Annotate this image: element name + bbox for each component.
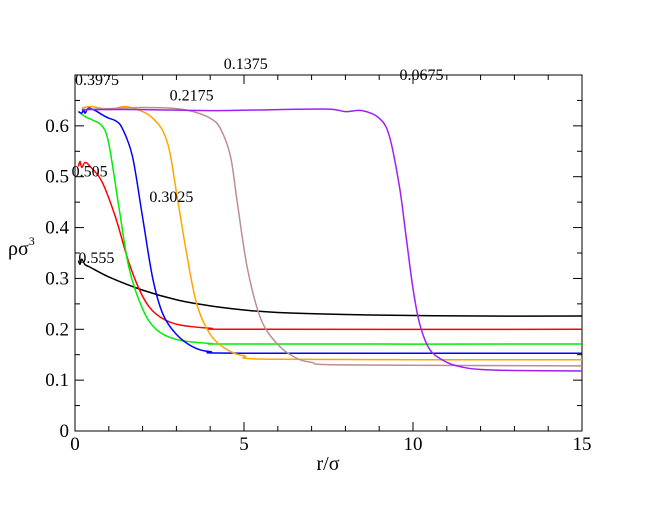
curve-label-0.1375: 0.1375: [224, 56, 268, 73]
y-axis-label: ρσ3: [8, 234, 35, 260]
y-tick-label: 0: [60, 421, 70, 442]
x-tick-label: 5: [239, 434, 249, 455]
curve-label-0.555: 0.555: [78, 250, 114, 267]
axis-ticks: 0 5 10 15 0 0.1 0.2 0.3 0.4 0.5 0.6: [45, 75, 592, 455]
y-tick-label: 0.4: [45, 218, 69, 239]
y-tick-label: 0.3: [45, 268, 69, 289]
x-tick-label: 15: [573, 434, 592, 455]
plot-frame: [74, 74, 583, 432]
y-axis-label-base: ρσ: [8, 238, 29, 260]
x-tick-label: 10: [404, 434, 423, 455]
y-tick-label: 0.2: [45, 319, 69, 340]
x-tick-label: 0: [70, 434, 80, 455]
y-axis-label-sup: 3: [29, 234, 35, 248]
curve-label-0.0675: 0.0675: [399, 67, 443, 84]
series-line-0.3975: [77, 111, 583, 345]
y-tick-label: 0.6: [45, 116, 69, 137]
y-tick-label: 0.1: [45, 370, 69, 391]
curve-label-0.2175: 0.2175: [170, 87, 214, 104]
annotation-group: 0.555 0.505 0.3975 0.3025 0.2175 0.1375 0.0675: [72, 56, 444, 267]
curve-label-0.3975: 0.3975: [75, 72, 119, 89]
series-line-0.2175: [81, 105, 583, 361]
curve-label-0.505: 0.505: [72, 164, 108, 181]
curve-label-0.3025: 0.3025: [149, 189, 193, 206]
series-line-0.0675: [81, 108, 583, 372]
y-tick-label: 0.5: [45, 167, 69, 188]
series-line-0.1375: [81, 106, 583, 367]
series-line-0.555: [77, 258, 583, 317]
series-line-0.505: [77, 160, 583, 331]
series-group: [77, 105, 583, 372]
x-axis-label: r/σ: [317, 453, 340, 475]
series-line-0.3025: [78, 107, 583, 355]
